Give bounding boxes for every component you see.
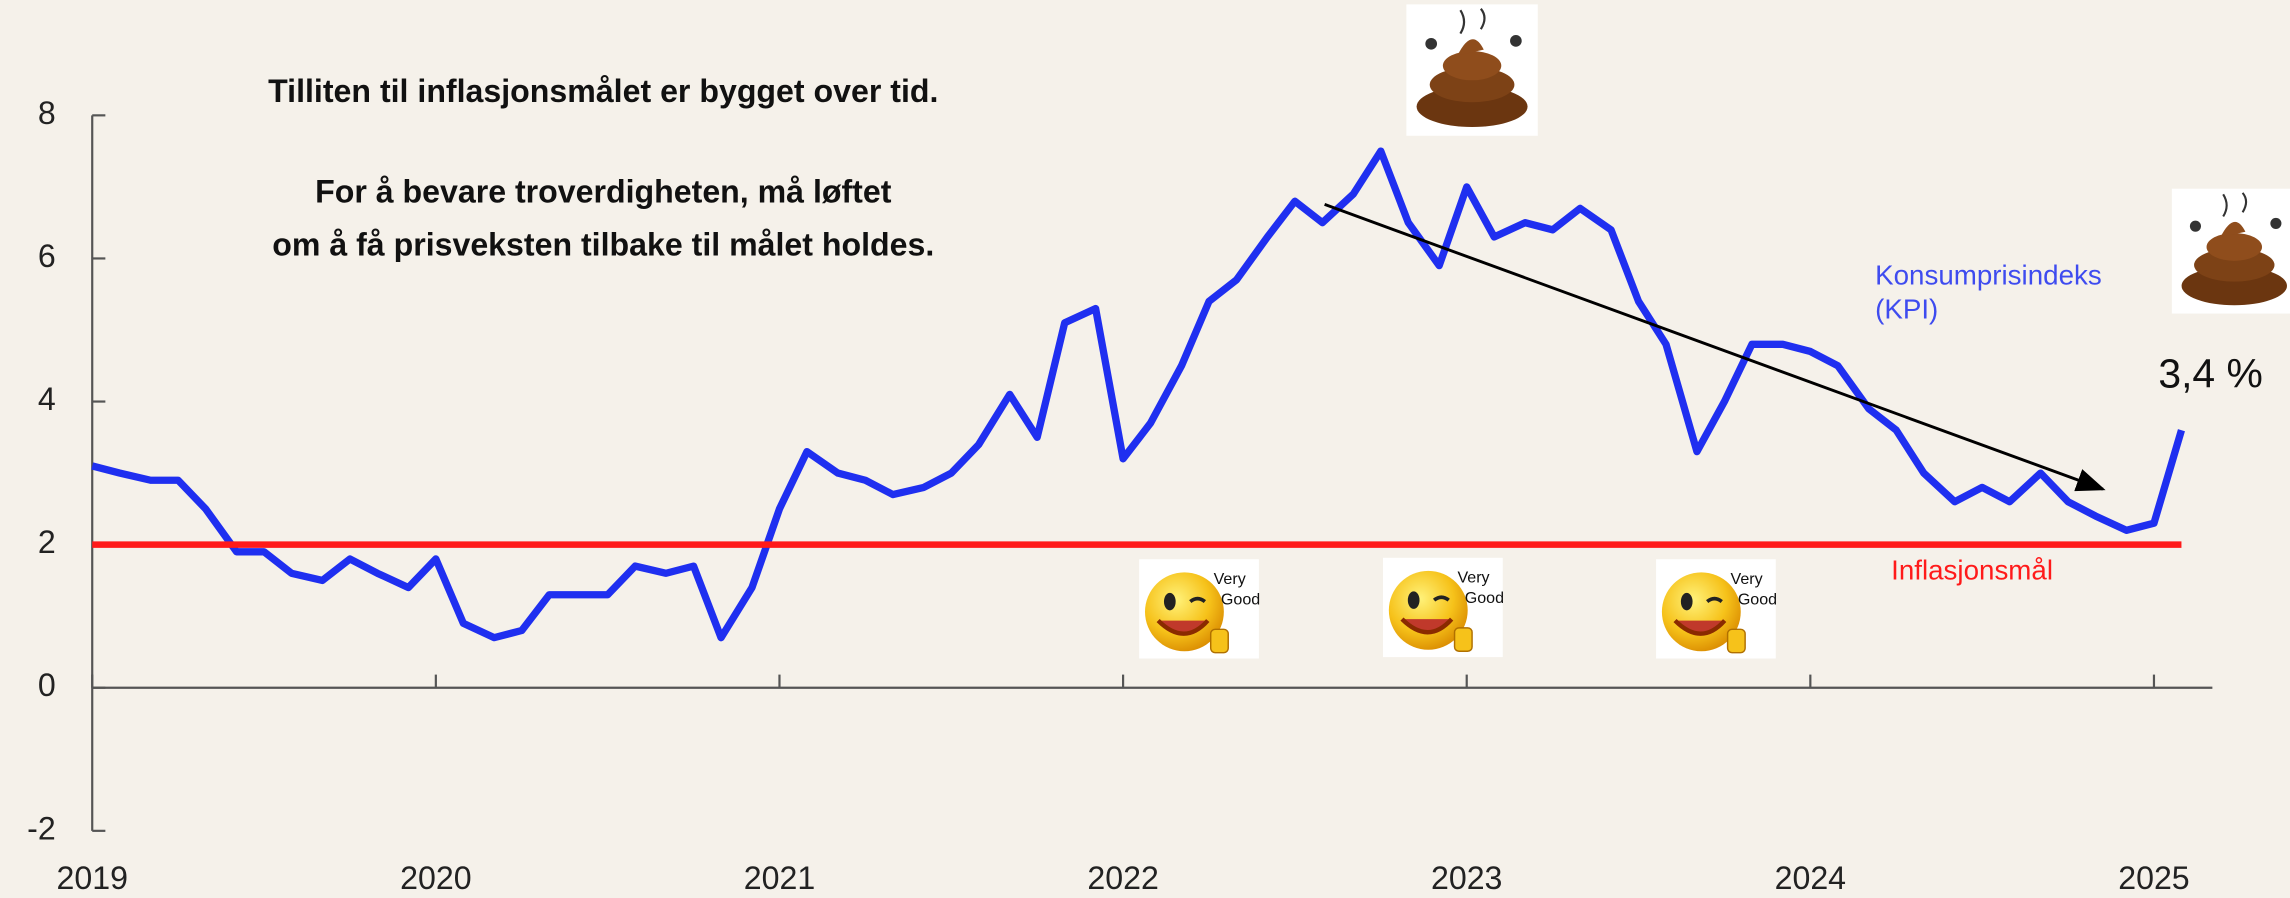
x-tick-label: 2023 [1431,860,1502,896]
badge-text: Very [1457,568,1489,586]
chart: Tilliten til inflasjonsmålet er bygget o… [0,0,2290,898]
icon-part [1164,593,1176,611]
legend-label: Inflasjonsmål [1891,555,2053,586]
x-tick-label: 2021 [744,860,815,896]
icon-part [1408,591,1420,609]
icon-part [1510,35,1522,47]
y-tick-label: 0 [38,667,56,703]
icon-part [2207,233,2262,261]
smiley-badge: Very Good [1383,558,1504,657]
icon-part [1425,38,1437,50]
x-tick-label: 2019 [57,860,128,896]
x-tick-label: 2020 [400,860,471,896]
badge-text: Good [1738,590,1777,608]
badge-text: Good [1465,589,1504,607]
page: {"chart_data": { "type": "line", "annota… [0,0,2290,898]
x-tick-label: 2025 [2118,860,2189,896]
legend-entry: Konsumprisindeks (KPI) [1875,260,2185,362]
badge-text: Very [1731,570,1763,588]
icon-part [1681,593,1693,611]
y-tick-label: 6 [38,238,56,274]
icon-part [1443,51,1501,80]
smiley-badge: Very Good [1139,559,1260,658]
badge-text: Very [1214,570,1246,588]
y-tick-label: 4 [38,381,56,417]
icon-part [1211,629,1229,652]
icon-part [2190,221,2201,232]
legend-label: Konsumprisindeks (KPI) [1875,260,2138,327]
x-tick-label: 2022 [1087,860,1158,896]
y-tick-label: -2 [27,810,56,846]
annotation: om å få prisveksten tilbake til målet ho… [272,226,934,262]
annotation: Tilliten til inflasjonsmålet er bygget o… [268,73,938,109]
y-tick-label: 2 [38,524,56,560]
icon-part [2270,218,2281,229]
poop-icon [1406,4,1537,135]
annotation: For å bevare troverdigheten, må løftet [315,174,892,210]
background [0,0,2290,898]
y-tick-label: 8 [38,95,56,131]
icon-part [1728,629,1746,652]
poop-icon [2172,189,2290,314]
smiley-badge: Very Good [1656,559,1777,658]
badge-text: Good [1221,590,1260,608]
icon-part [1455,628,1473,651]
x-tick-label: 2024 [1775,860,1846,896]
